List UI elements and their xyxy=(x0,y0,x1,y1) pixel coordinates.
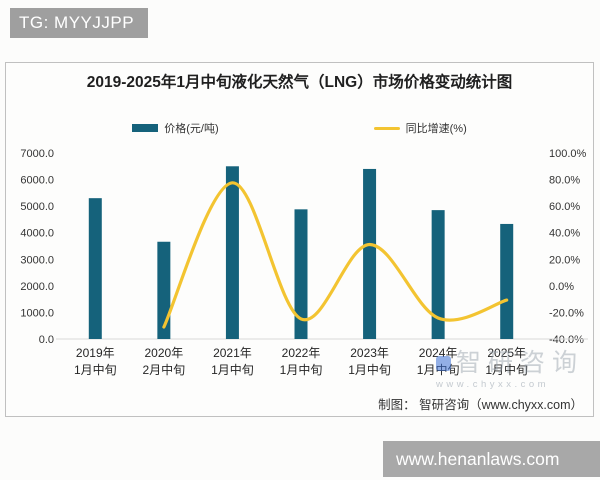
legend-label-price: 价格(元/吨) xyxy=(164,123,219,135)
site-banner: www.henanlaws.com xyxy=(383,441,600,477)
axis-ticks: 0.0 1000.0 2000.0 3000.0 4000.0 5000.0 6000.0 7… xyxy=(20,148,586,346)
legend-item-price: 价格(元/吨) xyxy=(132,120,219,136)
x-axis-labels: 2019年 1月中旬 2020年 2月中旬 2021年 1月中旬 2022年 1月中旬 2023… xyxy=(74,346,528,377)
svg-text:6000.0: 6000.0 xyxy=(20,175,54,187)
price-bars xyxy=(88,166,514,339)
chart-credit: 制图： 智研咨询（www.chyxx.com） xyxy=(378,398,583,412)
chart-legend: 价格(元/吨) 同比增速(%) xyxy=(6,120,593,136)
svg-text:5000.0: 5000.0 xyxy=(20,201,54,213)
svg-text:0.0: 0.0 xyxy=(39,334,54,346)
chart-plot: 0.0 1000.0 2000.0 3000.0 4000.0 5000.0 6000.0 7… xyxy=(20,148,588,377)
svg-text:60.0%: 60.0% xyxy=(549,201,580,213)
svg-text:-40.0%: -40.0% xyxy=(549,334,584,346)
svg-text:2025年1月中旬: 2025年 1月中旬 xyxy=(485,346,528,377)
legend-item-growth: 同比增速(%) xyxy=(373,120,467,136)
svg-text:40.0%: 40.0% xyxy=(549,228,580,240)
tg-banner: TG: MYYJJPP xyxy=(10,8,148,38)
chart-title: 2019-2025年1月中旬液化天然气（LNG）市场价格变动统计图 xyxy=(86,74,513,91)
svg-text:1000.0: 1000.0 xyxy=(20,307,54,319)
svg-text:2000.0: 2000.0 xyxy=(20,281,54,293)
svg-text:4000.0: 4000.0 xyxy=(20,228,54,240)
growth-line-swatch-icon xyxy=(373,126,400,130)
tg-banner-text: TG: MYYJJPP xyxy=(19,13,135,32)
svg-text:-20.0%: -20.0% xyxy=(549,307,584,319)
svg-text:100.0%: 100.0% xyxy=(549,148,587,160)
price-bar-swatch-icon xyxy=(132,124,159,132)
chart-container: 2019-2025年1月中旬液化天然气（LNG）市场价格变动统计图 价格(元/吨… xyxy=(5,62,594,417)
svg-text:7000.0: 7000.0 xyxy=(20,148,54,160)
svg-text:20.0%: 20.0% xyxy=(549,254,580,266)
svg-text:80.0%: 80.0% xyxy=(549,175,580,187)
growth-line xyxy=(162,181,509,329)
svg-text:3000.0: 3000.0 xyxy=(20,254,54,266)
svg-text:0.0%: 0.0% xyxy=(549,281,574,293)
legend-label-growth: 同比增速(%) xyxy=(405,123,467,135)
site-banner-text: www.henanlaws.com xyxy=(396,449,560,469)
